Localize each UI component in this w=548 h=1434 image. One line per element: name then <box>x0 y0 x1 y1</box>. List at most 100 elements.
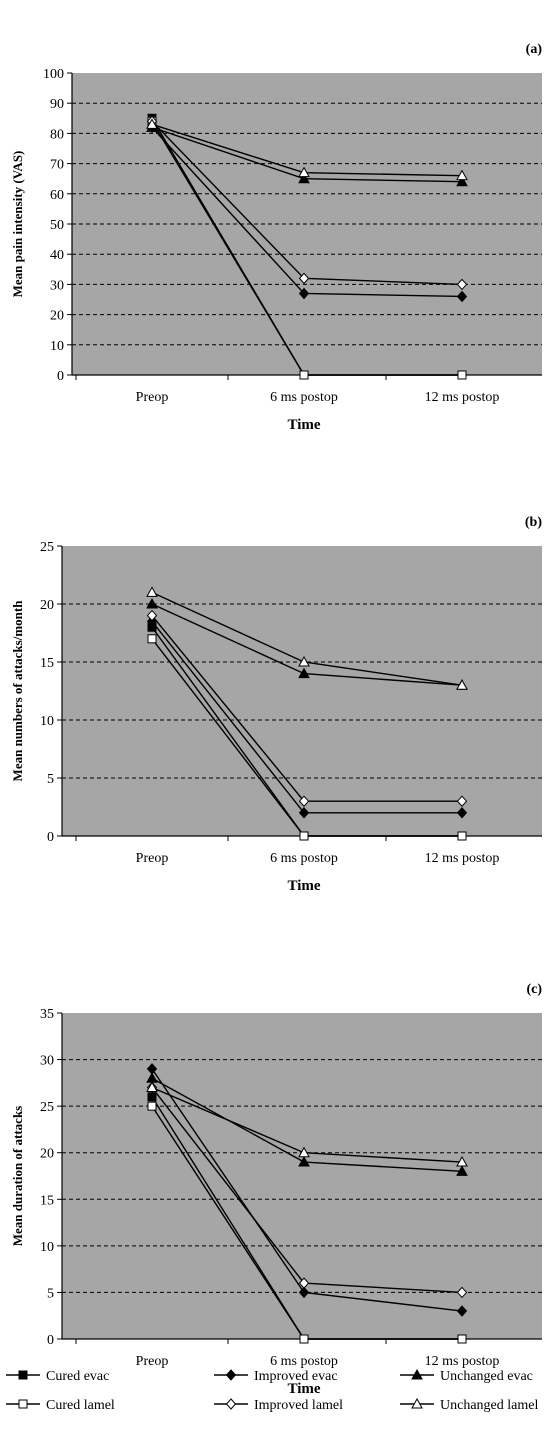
y-tick-label: 0 <box>47 1333 54 1348</box>
panel-label: (a) <box>526 42 543 57</box>
x-tick-label-6-ms-postop: 6 ms postop <box>270 390 338 405</box>
point-unchanged-lamel <box>456 1155 468 1167</box>
point-cured-evac <box>147 1092 157 1102</box>
point-unchanged-lamel <box>146 586 158 597</box>
y-tick-label: 100 <box>43 67 64 82</box>
legend-item-improved-lamel: Improved lamel <box>214 1398 343 1413</box>
point-cured-lamel <box>147 1101 157 1111</box>
legend-label: Unchanged evac <box>440 1369 533 1384</box>
y-tick-label: 5 <box>47 1286 54 1301</box>
x-tick-label-12-ms-postop: 12 ms postop <box>425 390 500 405</box>
x-tick-label-preop: Preop <box>136 1354 169 1369</box>
x-tick-label-preop: Preop <box>136 851 169 866</box>
point-cured-lamel <box>147 634 157 644</box>
y-tick-label: 50 <box>50 218 64 233</box>
y-tick-label: 25 <box>40 1100 54 1115</box>
point-improved-lamel <box>298 1277 310 1289</box>
point-unchanged-lamel <box>146 118 158 129</box>
x-tick-label-12-ms-postop: 12 ms postop <box>425 851 500 866</box>
point-unchanged-evac <box>146 597 158 609</box>
point-unchanged-lamel <box>456 169 468 181</box>
chart-b: 0 5 10 15 20 25 Preop 6 ms postop 12 ms postop Ti… <box>10 515 542 894</box>
point-unchanged-lamel <box>298 166 310 178</box>
x-tick-label-12-ms-postop: 12 ms postop <box>425 1354 500 1369</box>
y-axis-label: Mean numbers of attacks/month <box>10 600 25 782</box>
legend-label: Unchanged lamel <box>440 1398 538 1413</box>
y-tick-label: 15 <box>40 1193 54 1208</box>
legend-marker <box>225 1398 237 1410</box>
point-cured-lamel <box>457 831 467 841</box>
y-axis-label: Mean duration of attacks <box>10 1106 25 1246</box>
point-improved-lamel <box>456 795 468 807</box>
point-improved-evac <box>456 290 468 303</box>
legend-marker <box>18 1399 28 1409</box>
y-tick-label: 10 <box>40 1240 54 1255</box>
point-cured-lamel <box>299 831 309 841</box>
chart-a: 0 10 20 30 40 50 60 70 80 90 100 Preop 6 ms postop 12… <box>10 42 542 433</box>
y-tick-label: 30 <box>40 1054 54 1069</box>
x-axis-label: Time <box>287 417 320 433</box>
y-tick-label: 20 <box>40 1147 54 1162</box>
y-tick-label: 25 <box>40 540 54 555</box>
legend-marker <box>411 1397 423 1409</box>
point-improved-lamel <box>298 795 310 807</box>
y-tick-label: 0 <box>47 830 54 845</box>
point-improved-evac <box>456 807 468 819</box>
y-tick-label: 10 <box>40 714 54 729</box>
point-unchanged-lamel <box>456 679 468 690</box>
legend-label: Cured evac <box>46 1369 109 1384</box>
x-tick-label-preop: Preop <box>136 390 169 405</box>
point-unchanged-lamel <box>298 1146 310 1158</box>
point-improved-evac <box>298 287 310 300</box>
y-tick-label: 70 <box>50 158 64 173</box>
point-improved-evac <box>456 1305 468 1317</box>
y-tick-label: 30 <box>50 278 64 293</box>
legend-label: Improved evac <box>254 1369 338 1384</box>
y-axis-label: Mean pain intensity (VAS) <box>10 151 25 298</box>
legend-item-improved-evac: Improved evac <box>214 1369 338 1384</box>
legend-item-cured-evac: Cured evac <box>6 1369 109 1384</box>
panel-label: (b) <box>525 515 542 530</box>
y-tick-label: 20 <box>50 309 64 324</box>
point-improved-evac <box>146 615 158 628</box>
y-tick-label: 10 <box>50 339 64 354</box>
legend: Cured evac Improved evac Unchanged evac Cur… <box>6 1368 538 1413</box>
x-tick-label-6-ms-postop: 6 ms postop <box>270 1354 338 1369</box>
y-tick-label: 20 <box>40 598 54 613</box>
point-improved-lamel <box>456 278 468 291</box>
point-unchanged-evac <box>298 667 310 679</box>
y-tick-label: 90 <box>50 97 64 112</box>
y-tick-label: 60 <box>50 188 64 203</box>
point-cured-lamel <box>457 370 467 380</box>
point-unchanged-lamel <box>298 655 310 667</box>
legend-label: Cured lamel <box>46 1398 115 1413</box>
point-unchanged-evac <box>456 1165 468 1176</box>
x-tick-label-6-ms-postop: 6 ms postop <box>270 851 338 866</box>
y-tick-label: 40 <box>50 248 64 263</box>
point-cured-lamel <box>457 1334 467 1344</box>
point-improved-lamel <box>456 1286 468 1299</box>
point-cured-lamel <box>299 370 309 380</box>
point-cured-lamel <box>299 1334 309 1344</box>
panel-label: (c) <box>526 982 542 997</box>
y-tick-label: 5 <box>47 772 54 787</box>
point-unchanged-evac <box>456 175 468 187</box>
legend-marker <box>225 1369 237 1381</box>
point-improved-lamel <box>146 609 158 622</box>
legend-marker <box>18 1370 28 1380</box>
legend-item-unchanged-lamel: Unchanged lamel <box>400 1397 538 1413</box>
x-axis-label: Time <box>287 878 320 894</box>
legend-label: Improved lamel <box>254 1398 343 1413</box>
y-tick-label: 15 <box>40 656 54 671</box>
legend-item-unchanged-evac: Unchanged evac <box>400 1368 533 1384</box>
point-improved-evac <box>298 1286 310 1299</box>
legend-item-cured-lamel: Cured lamel <box>6 1398 115 1413</box>
x-axis-label: Time <box>287 1381 320 1397</box>
point-improved-evac <box>298 807 310 819</box>
point-unchanged-evac <box>298 172 310 184</box>
plot-area <box>62 546 542 836</box>
point-unchanged-evac <box>298 1155 310 1167</box>
point-improved-lamel <box>298 272 310 285</box>
